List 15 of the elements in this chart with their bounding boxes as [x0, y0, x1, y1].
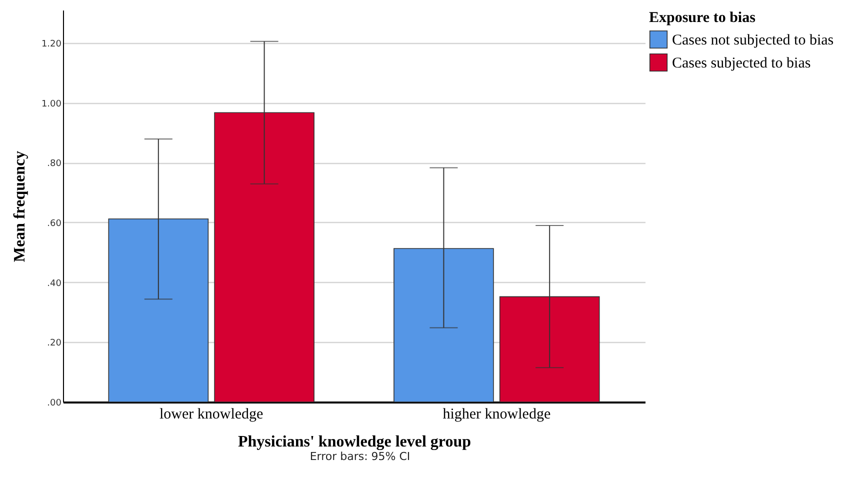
y-tick-label: .00 — [47, 398, 62, 408]
y-tick-label: .80 — [47, 159, 62, 170]
x-axis-title: Physicians' knowledge level group — [238, 434, 472, 450]
legend-title: Exposure to bias — [649, 10, 756, 26]
y-tick-label: .40 — [47, 278, 62, 289]
x-tick-label: lower knowledge — [159, 406, 264, 422]
y-axis-title: Mean frequency — [11, 150, 28, 262]
y-tick-label: .60 — [47, 218, 62, 229]
x-tick-label: higher knowledge — [442, 406, 551, 422]
legend-label: Cases not subjected to bias — [672, 32, 834, 48]
legend-label: Cases subjected to bias — [672, 56, 811, 72]
y-tick-label: .20 — [47, 338, 62, 349]
y-tick-label: 1.00 — [41, 99, 62, 110]
y-tick-label: 1.20 — [41, 39, 62, 50]
text: Error bars: 95% CI — [308, 450, 412, 463]
